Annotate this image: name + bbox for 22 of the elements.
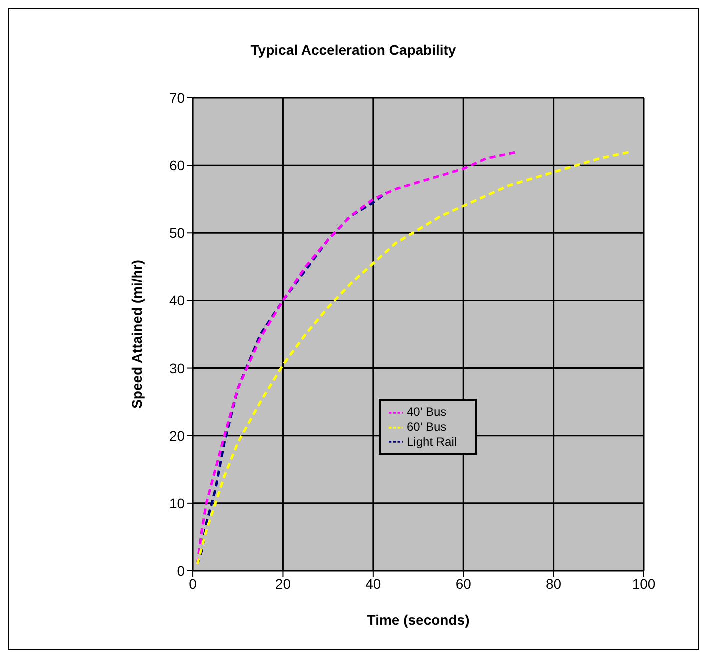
x-axis-title: Time (seconds) [367,612,470,628]
legend-label: 40' Bus [407,405,447,419]
legend-label: Light Rail [407,434,458,449]
y-tick-label: 30 [169,360,186,376]
x-tick-label: 0 [189,576,198,592]
y-tick-label: 60 [169,158,186,174]
legend-label: 60' Bus [407,420,447,434]
line-series [196,191,388,566]
x-tick-label: 20 [275,576,292,592]
line-series [196,150,632,566]
x-tick-label: 40 [366,576,382,592]
y-tick-label: 20 [169,428,186,444]
x-tick-label: 80 [546,576,562,592]
y-tick-label: 10 [169,495,186,512]
chart-title: Typical Acceleration Capability [250,42,458,58]
x-tick-label: 60 [456,576,472,592]
x-tick-label: 100 [632,576,656,592]
y-tick-label: 40 [169,292,186,309]
y-tick-label: 0 [177,562,186,579]
y-tick-label: 50 [169,225,186,242]
y-axis-title: Speed Attained (mi/hr) [129,260,145,409]
y-tick-label: 70 [169,90,186,106]
